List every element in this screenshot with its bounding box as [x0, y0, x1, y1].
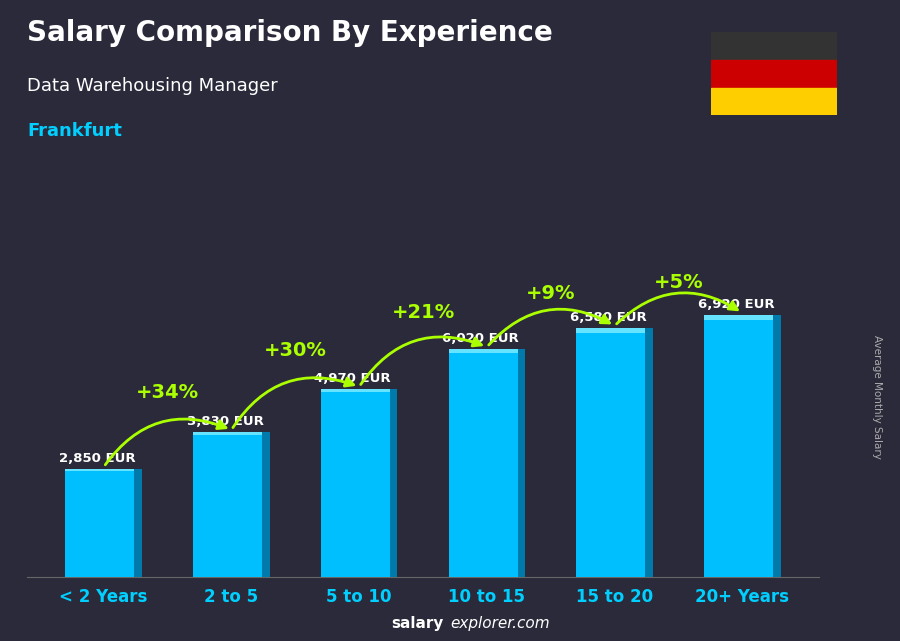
Text: +21%: +21%	[392, 303, 454, 322]
Bar	[711, 32, 837, 60]
FancyBboxPatch shape	[320, 388, 390, 392]
FancyBboxPatch shape	[66, 469, 142, 577]
FancyBboxPatch shape	[704, 315, 773, 320]
FancyBboxPatch shape	[448, 349, 518, 353]
Text: +9%: +9%	[526, 284, 575, 303]
Text: 6,020 EUR: 6,020 EUR	[442, 332, 519, 345]
Text: explorer.com: explorer.com	[450, 617, 550, 631]
FancyBboxPatch shape	[390, 388, 398, 577]
Bar	[711, 60, 837, 88]
FancyBboxPatch shape	[576, 328, 652, 577]
Text: 4,970 EUR: 4,970 EUR	[314, 372, 392, 385]
FancyBboxPatch shape	[194, 432, 262, 435]
Text: Frankfurt: Frankfurt	[27, 122, 122, 140]
Text: +30%: +30%	[264, 341, 327, 360]
Text: +5%: +5%	[653, 273, 703, 292]
FancyBboxPatch shape	[262, 432, 270, 577]
Bar	[711, 88, 837, 115]
Text: +34%: +34%	[136, 383, 199, 401]
Text: Salary Comparison By Experience: Salary Comparison By Experience	[27, 19, 553, 47]
FancyBboxPatch shape	[320, 388, 398, 577]
Text: salary: salary	[392, 617, 444, 631]
FancyBboxPatch shape	[576, 328, 645, 333]
FancyBboxPatch shape	[773, 315, 780, 577]
Text: Average Monthly Salary: Average Monthly Salary	[872, 335, 883, 460]
FancyBboxPatch shape	[66, 469, 134, 471]
FancyBboxPatch shape	[134, 469, 142, 577]
Text: 2,850 EUR: 2,850 EUR	[58, 452, 136, 465]
Text: 6,580 EUR: 6,580 EUR	[570, 311, 646, 324]
FancyBboxPatch shape	[194, 432, 270, 577]
Text: Data Warehousing Manager: Data Warehousing Manager	[27, 77, 278, 95]
FancyBboxPatch shape	[518, 349, 526, 577]
FancyBboxPatch shape	[704, 315, 780, 577]
FancyBboxPatch shape	[448, 349, 526, 577]
Text: 3,830 EUR: 3,830 EUR	[186, 415, 264, 428]
Text: 6,920 EUR: 6,920 EUR	[698, 298, 774, 311]
FancyBboxPatch shape	[645, 328, 652, 577]
